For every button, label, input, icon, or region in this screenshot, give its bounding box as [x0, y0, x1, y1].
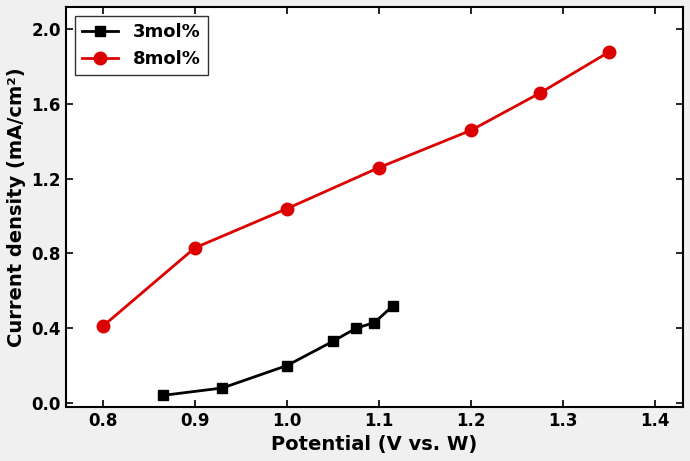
- 3mol%: [388, 303, 397, 308]
- 8mol%: [536, 90, 544, 95]
- 3mol%: [329, 338, 337, 344]
- 8mol%: [190, 245, 199, 251]
- 3mol%: [371, 320, 379, 325]
- 8mol%: [467, 127, 475, 133]
- 8mol%: [99, 324, 107, 329]
- Line: 3mol%: 3mol%: [158, 301, 397, 400]
- Y-axis label: Current density (mA/cm²): Current density (mA/cm²): [7, 67, 26, 347]
- 8mol%: [375, 165, 383, 170]
- X-axis label: Potential (V vs. W): Potential (V vs. W): [271, 435, 477, 454]
- 3mol%: [283, 363, 291, 368]
- 8mol%: [283, 206, 291, 212]
- Legend: 3mol%, 8mol%: 3mol%, 8mol%: [75, 16, 208, 76]
- 3mol%: [159, 393, 167, 398]
- Line: 8mol%: 8mol%: [97, 46, 615, 332]
- 8mol%: [605, 49, 613, 54]
- 3mol%: [352, 325, 360, 331]
- 3mol%: [218, 385, 226, 391]
